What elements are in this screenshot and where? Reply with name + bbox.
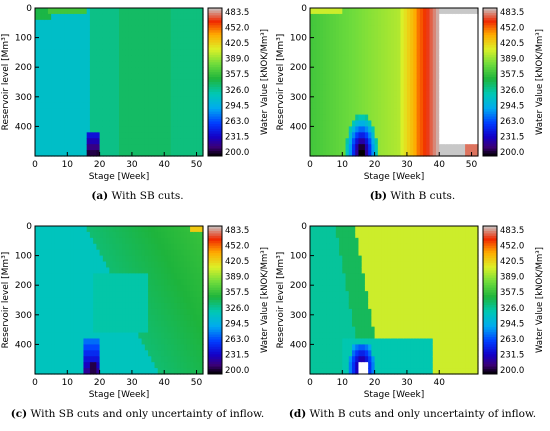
colorbar-tick-label: 357.5 (225, 70, 249, 80)
heatmap-c: 0 10 20 30 40 50 0 100 200 300 400 Stage [Week] Rese… (0, 218, 275, 408)
y-tick-label: 0 (26, 222, 32, 232)
colorbar-tick-label: 483.5 (225, 8, 249, 18)
panel-b: 0 10 20 30 40 50 0 100 200 300 400 Stage [Week] Rese… (275, 0, 550, 213)
y-tick-label: 400 (15, 122, 32, 132)
x-tick-label: 50 (466, 160, 478, 170)
caption-b-tag: (b) (370, 190, 387, 202)
colorbar-tick-label: 389.0 (500, 55, 524, 65)
y-tick-label: 0 (301, 4, 307, 14)
caption-a: (a) With SB cuts. (0, 190, 275, 203)
y-axis-label: Reservoir level [Mm³] (1, 34, 11, 131)
y-tick-label: 0 (26, 4, 32, 14)
colorbar-tick-label: 326.0 (225, 304, 249, 314)
x-tick-label: 50 (191, 160, 203, 170)
colorbar (483, 8, 497, 157)
colorbar-tick-label: 263.0 (500, 117, 524, 127)
colorbar-tick-label: 200.0 (225, 148, 249, 158)
heatmap-cells (35, 226, 204, 375)
colorbar-tick-label: 483.5 (500, 8, 524, 18)
colorbar-tick-label: 357.5 (500, 70, 524, 80)
x-tick-label: 10 (62, 378, 74, 388)
x-tick-label: 50 (191, 378, 203, 388)
x-tick-label: 30 (126, 160, 138, 170)
colorbar-tick-label: 357.5 (225, 288, 249, 298)
x-tick-label: 0 (307, 160, 313, 170)
caption-c-text: With SB cuts and only uncertainty of inf… (30, 408, 264, 420)
x-tick-label: 20 (94, 160, 106, 170)
y-tick-label: 200 (15, 281, 32, 291)
x-axis-label: Stage [Week] (89, 172, 150, 182)
colorbar-tick-label: 452.0 (500, 24, 524, 34)
y-tick-label: 100 (15, 34, 32, 44)
colorbar-tick-label: 231.5 (225, 132, 249, 142)
y-tick-label: 300 (290, 93, 307, 103)
colorbar-tick-label: 294.5 (225, 101, 249, 111)
panel-c: 0 10 20 30 40 50 0 100 200 300 400 Stage [Week] Rese… (0, 218, 275, 431)
y-tick-label: 100 (290, 34, 307, 44)
y-tick-label: 300 (15, 93, 32, 103)
colorbar-label: Water Value [kNOK/Mm³] (260, 29, 270, 135)
caption-c: (c) With SB cuts and only uncertainty of… (0, 408, 275, 421)
panel-a: 0 10 20 30 40 50 0 100 200 300 400 Stage [Week] Rese… (0, 0, 275, 213)
colorbar-tick-label: 294.5 (500, 101, 524, 111)
heatmap-cells (35, 8, 204, 157)
y-tick-label: 200 (15, 63, 32, 73)
x-tick-label: 20 (94, 378, 106, 388)
colorbar-tick-label: 326.0 (225, 86, 249, 96)
colorbar (208, 8, 222, 157)
caption-a-text: With SB cuts. (111, 190, 183, 202)
colorbar-tick-label: 263.0 (225, 117, 249, 127)
colorbar-tick-label: 389.0 (225, 273, 249, 283)
colorbar-tick-label: 294.5 (225, 319, 249, 329)
x-tick-label: 0 (32, 160, 38, 170)
colorbar-tick-label: 231.5 (500, 132, 524, 142)
y-tick-label: 300 (15, 311, 32, 321)
colorbar-tick-label: 420.5 (225, 39, 249, 49)
x-tick-label: 40 (159, 378, 171, 388)
heatmap-b: 0 10 20 30 40 50 0 100 200 300 400 Stage [Week] Rese… (275, 0, 550, 190)
colorbar-tick-label: 483.5 (225, 226, 249, 236)
colorbar-tick-label: 326.0 (500, 86, 524, 96)
y-tick-label: 200 (290, 63, 307, 73)
colorbar (208, 226, 222, 375)
caption-b-text: With B cuts. (390, 190, 455, 202)
y-tick-label: 400 (15, 340, 32, 350)
x-tick-label: 10 (62, 160, 74, 170)
colorbar-tick-label: 389.0 (225, 55, 249, 65)
x-tick-label: 30 (401, 160, 413, 170)
colorbar-label: Water Value [kNOK/Mm³] (535, 29, 545, 135)
colorbar-tick-label: 200.0 (500, 148, 524, 158)
caption-b: (b) With B cuts. (275, 190, 550, 203)
y-tick-label: 400 (290, 122, 307, 132)
heatmap-cells (310, 226, 479, 375)
x-tick-label: 40 (159, 160, 171, 170)
heatmap-a: 0 10 20 30 40 50 0 100 200 300 400 Stage [Week] Rese… (0, 0, 275, 190)
heatmap-cells (310, 8, 479, 157)
colorbar-label: Water Value [kNOK/Mm³] (260, 247, 270, 353)
x-axis-label: Stage [Week] (364, 172, 425, 182)
caption-c-tag: (c) (11, 408, 27, 420)
colorbar-tick-label: 231.5 (225, 350, 249, 360)
colorbar-tick-label: 452.0 (225, 242, 249, 252)
x-tick-label: 0 (32, 378, 38, 388)
caption-a-tag: (a) (91, 190, 108, 202)
x-tick-label: 30 (126, 378, 138, 388)
colorbar-tick-label: 420.5 (225, 257, 249, 267)
y-axis-label: Reservoir level [Mm³] (276, 34, 286, 131)
y-tick-label: 100 (15, 252, 32, 262)
colorbar-tick-label: 263.0 (225, 335, 249, 345)
x-tick-label: 10 (337, 160, 349, 170)
x-tick-label: 40 (434, 160, 446, 170)
colorbar-tick-label: 452.0 (225, 24, 249, 34)
colorbar-tick-label: 200.0 (225, 366, 249, 376)
x-axis-label: Stage [Week] (89, 390, 150, 400)
x-tick-label: 20 (369, 160, 381, 170)
colorbar-tick-label: 420.5 (500, 39, 524, 49)
y-axis-label: Reservoir level [Mm³] (1, 252, 11, 349)
